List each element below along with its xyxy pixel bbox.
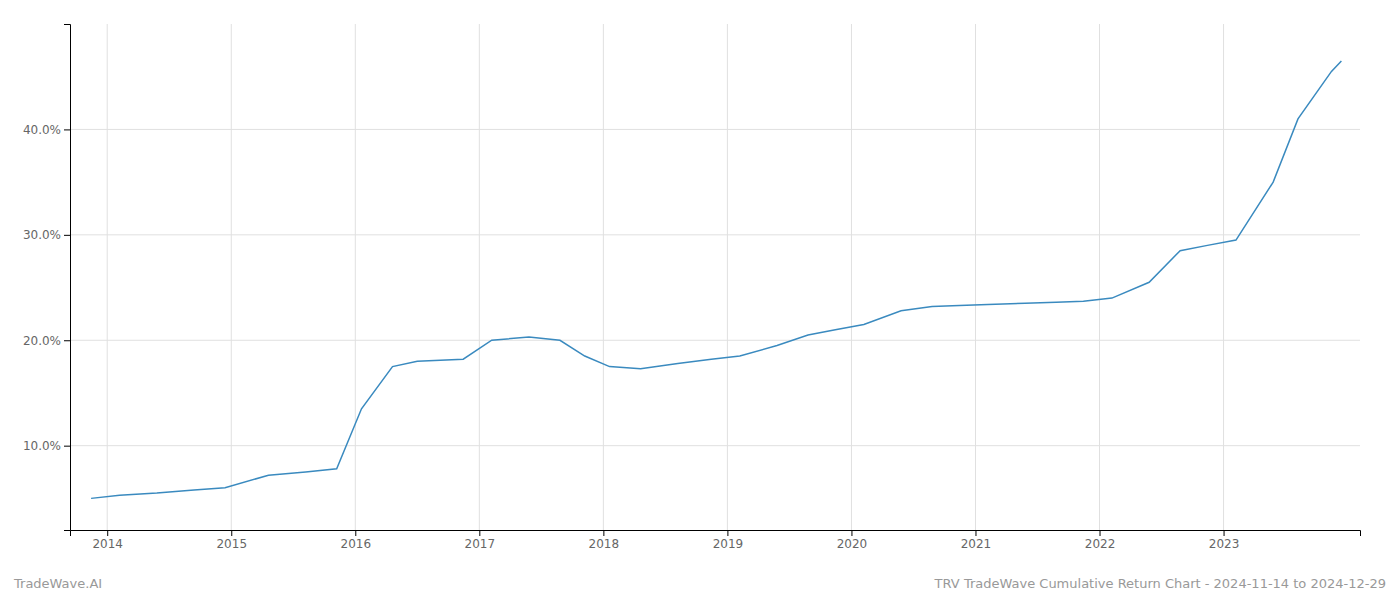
x-tick-mark — [1224, 530, 1225, 536]
x-tick-mark — [851, 530, 852, 536]
y-tick: 20.0% — [23, 334, 70, 348]
x-tick-mark — [1100, 530, 1101, 536]
grid-line-x — [231, 24, 232, 530]
x-tick-mark — [355, 530, 356, 536]
y-tick-mark — [64, 235, 70, 236]
y-tick-label: 30.0% — [23, 228, 61, 242]
x-tick-label: 2018 — [589, 537, 620, 551]
marks — [91, 61, 1341, 498]
x-tick-label: 2017 — [465, 537, 496, 551]
y-tick-label: 10.0% — [23, 439, 61, 453]
grid-line-x — [355, 24, 356, 530]
x-tick: 2019 — [713, 530, 744, 551]
grid-line-y — [70, 129, 1360, 130]
grid-line-y — [70, 340, 1360, 341]
grid-line-x — [727, 24, 728, 530]
y-tick: 40.0% — [23, 123, 70, 137]
grid-line-x — [107, 24, 108, 530]
x-tick: 2022 — [1085, 530, 1116, 551]
x-tick-mark — [727, 530, 728, 536]
annotation: TradeWave.AI — [13, 576, 102, 591]
x-tick-mark — [231, 530, 232, 536]
x-tick: 2023 — [1209, 530, 1240, 551]
grid-line-y — [70, 445, 1360, 446]
x-tick-label: 2021 — [961, 537, 992, 551]
y-tick-mark — [64, 340, 70, 341]
grid — [70, 24, 1360, 530]
x-tick: 2015 — [216, 530, 247, 551]
x-axis: 2014 2015 2016 2017 2018 2019 2020 2021 2022 2023 — [71, 530, 1361, 551]
y-axis-line — [64, 25, 71, 531]
x-tick-label: 2019 — [713, 537, 744, 551]
plot-area: 2014 2015 2016 2017 2018 2019 2020 2021 2022 2023… — [23, 24, 1361, 551]
y-axis: 10.0% 20.0% 30.0% 40.0% — [23, 25, 71, 531]
y-tick: 30.0% — [23, 228, 70, 242]
data-line — [91, 61, 1341, 498]
x-tick-label: 2014 — [92, 537, 123, 551]
grid-line-x — [1099, 24, 1100, 530]
x-tick-label: 2023 — [1209, 537, 1240, 551]
x-tick: 2016 — [341, 530, 372, 551]
grid-line-x — [479, 24, 480, 530]
x-tick: 2021 — [961, 530, 992, 551]
x-tick-label: 2015 — [216, 537, 247, 551]
grid-line-x — [975, 24, 976, 530]
x-tick-label: 2022 — [1085, 537, 1116, 551]
x-axis-line — [71, 531, 1361, 537]
x-tick-mark — [107, 530, 108, 536]
y-tick-label: 40.0% — [23, 123, 61, 137]
y-tick-mark — [64, 129, 70, 130]
y-tick: 10.0% — [23, 439, 70, 453]
grid-line-x — [851, 24, 852, 530]
x-tick-mark — [479, 530, 480, 536]
x-tick-mark — [975, 530, 976, 536]
x-tick: 2020 — [837, 530, 868, 551]
title: TRV TradeWave Cumulative Return Chart - … — [934, 576, 1386, 591]
grid-line-y — [70, 234, 1360, 235]
grid-line-x — [1223, 24, 1224, 530]
x-tick-mark — [603, 530, 604, 536]
chart-svg: 2014 2015 2016 2017 2018 2019 2020 2021 2022 2023… — [0, 0, 1400, 600]
y-tick-label: 20.0% — [23, 334, 61, 348]
grid-line-x — [603, 24, 604, 530]
x-tick: 2017 — [465, 530, 496, 551]
x-tick-label: 2020 — [837, 537, 868, 551]
y-tick-mark — [64, 446, 70, 447]
x-tick: 2018 — [589, 530, 620, 551]
x-tick: 2014 — [92, 530, 123, 551]
x-tick-label: 2016 — [341, 537, 372, 551]
